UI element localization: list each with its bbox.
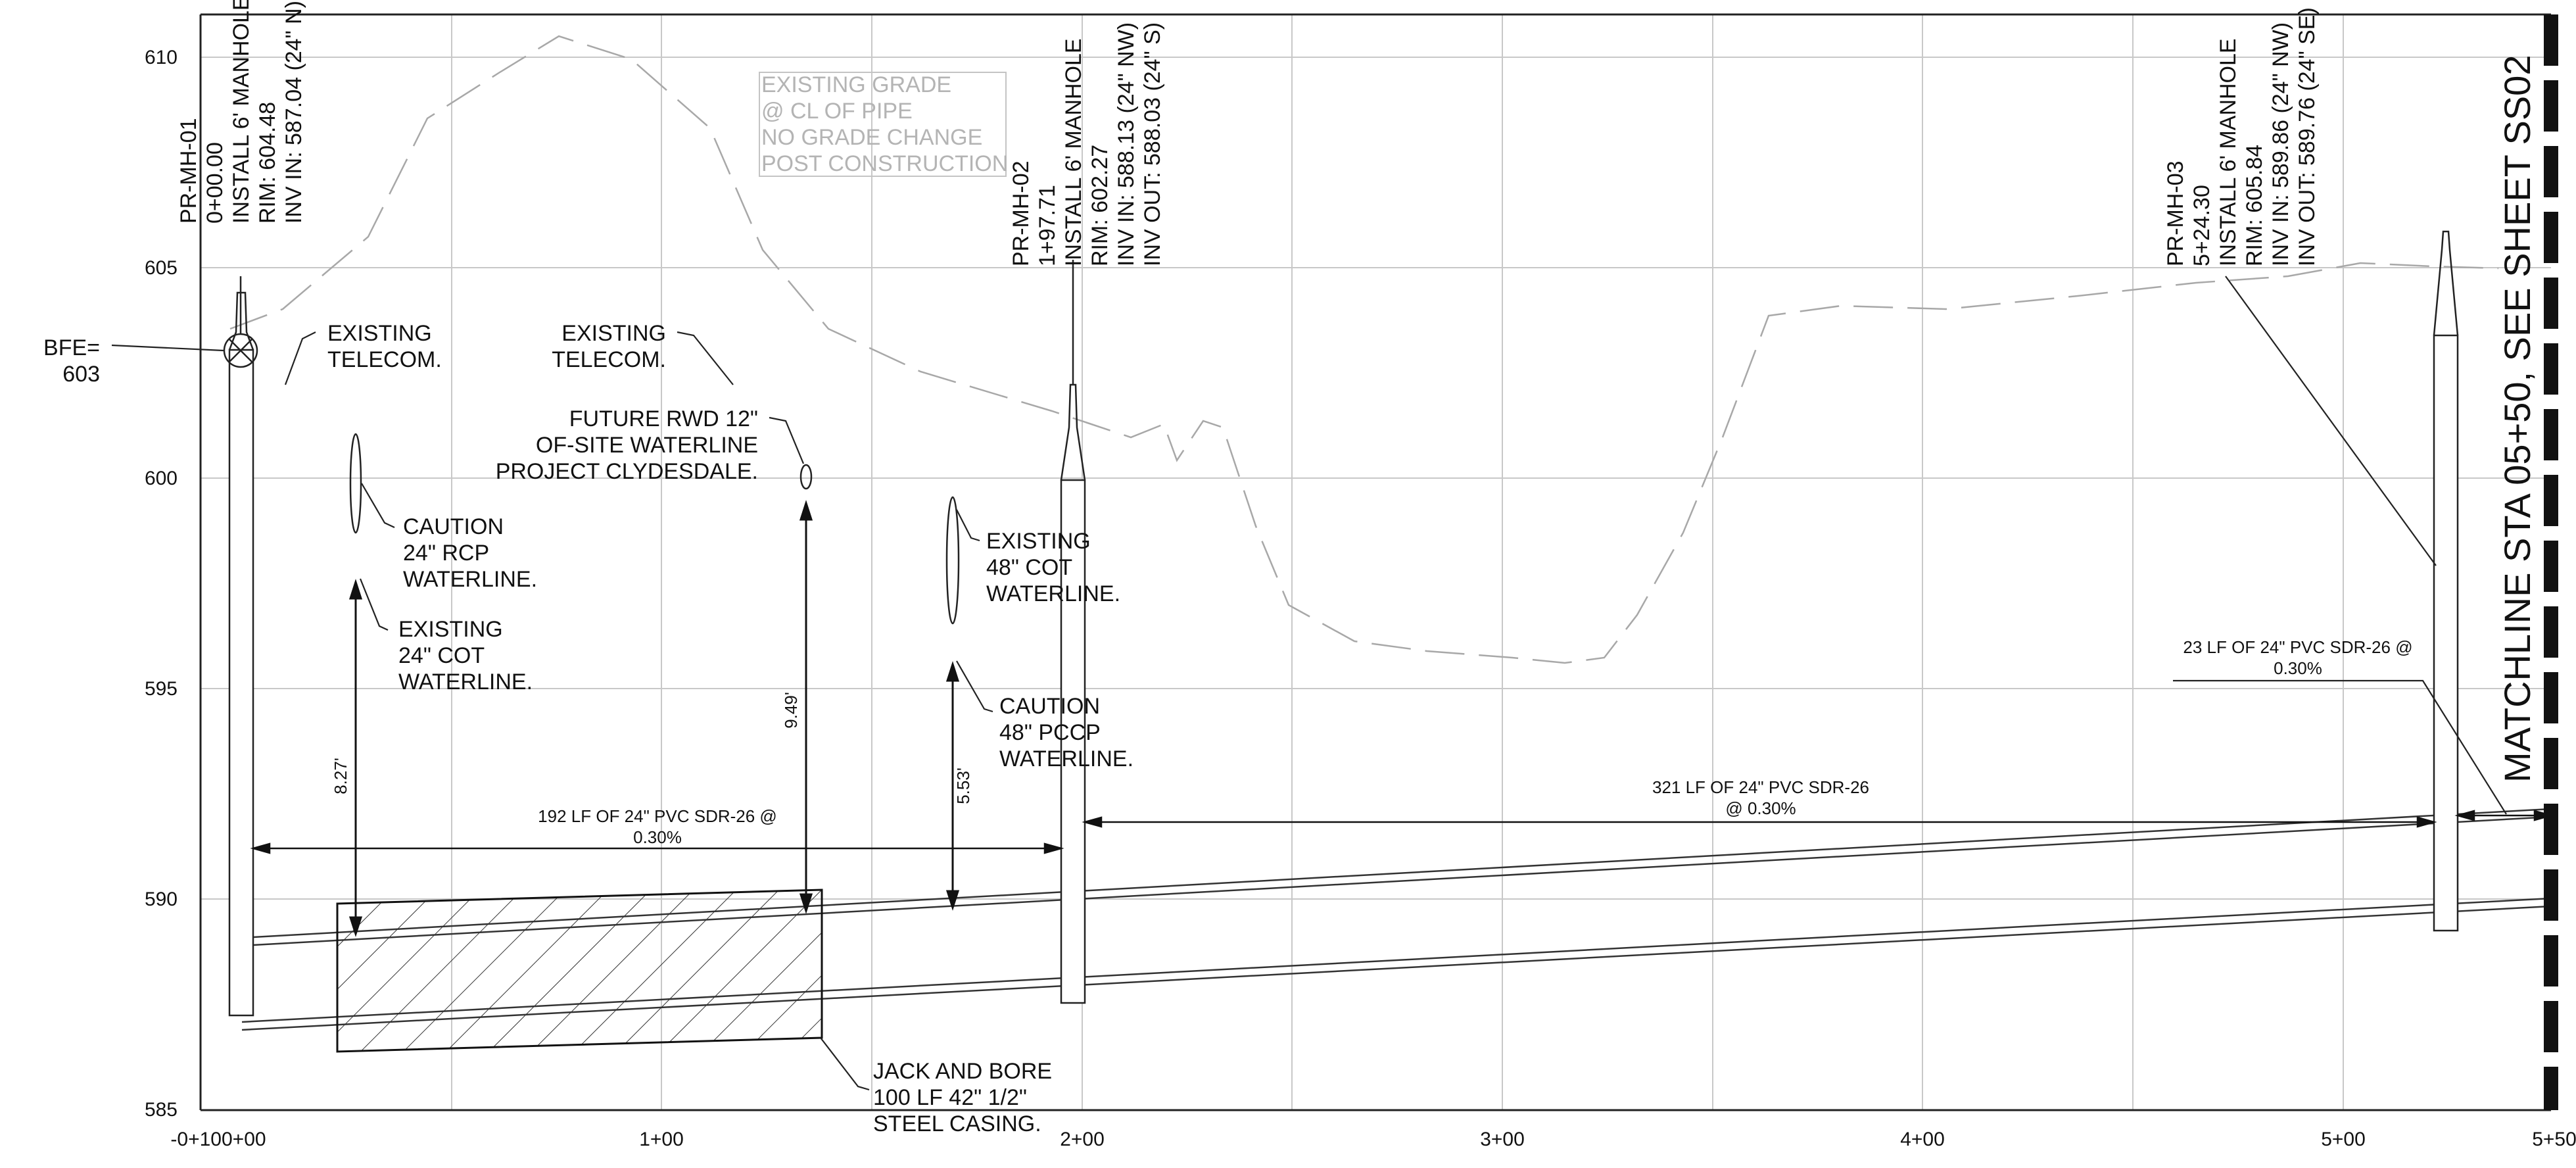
y-tick-label: 600 (145, 468, 178, 489)
caution-48-line: CAUTION (999, 694, 1100, 719)
mh1-label-line: RIM: 604.48 (255, 102, 280, 224)
future-rwd-note: FUTURE RWD 12" OF-SITE WATERLINE PROJECT… (496, 406, 758, 484)
pipe-run-3-note: 23 LF OF 24" PVC SDR-26 @ 0.30% (2183, 637, 2412, 678)
caution-24-line: WATERLINE. (403, 567, 537, 592)
x-tick-label: -0+100+00 (170, 1129, 266, 1150)
y-tick-label: 610 (145, 47, 178, 68)
y-axis: 610 605 600 595 590 585 (145, 47, 178, 1121)
mh2-label-line: PR-MH-02 (1009, 160, 1034, 266)
x-tick-label: 5+50 (2532, 1129, 2576, 1150)
profile-grid (201, 14, 2551, 1110)
telecom-line: EXISTING (327, 321, 432, 346)
grade-note-line: EXISTING GRADE (761, 72, 951, 97)
caution-48-line: 48" PCCP (999, 720, 1101, 745)
grade-note-line: @ CL OF PIPE (761, 99, 913, 124)
mh1-label-line: INSTALL 6' MANHOLE (229, 0, 254, 224)
existing-48-note: EXISTING 48" COT WATERLINE. (986, 529, 1120, 606)
existing-grade-line (229, 35, 2499, 664)
pipe-run-dimensions (250, 810, 2554, 854)
manhole-mh2 (1060, 260, 1086, 1004)
caution-24-note: CAUTION 24" RCP WATERLINE. (403, 514, 537, 592)
caution-48-note: CAUTION 48" PCCP WATERLINE. (999, 694, 1133, 771)
telecom-line: TELECOM. (327, 347, 442, 372)
pipe-run-1-note: 192 LF OF 24" PVC SDR-26 @ 0.30% (538, 806, 777, 847)
x-axis: -0+100+00 1+00 2+00 3+00 4+00 5+00 5+50 (170, 1129, 2576, 1150)
mh2-label-line: 1+97.71 (1035, 185, 1060, 266)
x-tick-label: 2+00 (1060, 1129, 1105, 1150)
existing-grade-note: EXISTING GRADE @ CL OF PIPE NO GRADE CHA… (759, 72, 1008, 177)
jack-bore-line: JACK AND BORE (873, 1059, 1052, 1084)
future-rwd-line: OF-SITE WATERLINE (536, 433, 758, 458)
future-rwd-line: FUTURE RWD 12" (569, 406, 758, 431)
pipe-run-3-line: 0.30% (2274, 658, 2322, 678)
jack-bore-line: STEEL CASING. (873, 1111, 1041, 1136)
mh2-label-line: INV IN: 588.13 (24" NW) (1114, 22, 1139, 266)
mh2-label-line: RIM: 602.27 (1087, 145, 1112, 266)
steel-casing (336, 888, 823, 1053)
existing-24-line: 24" COT (398, 643, 485, 668)
pipe-run-3-line: 23 LF OF 24" PVC SDR-26 @ (2183, 637, 2412, 657)
leader-lines (111, 276, 2507, 1091)
y-tick-label: 585 (145, 1099, 178, 1121)
utility-crossings (349, 433, 960, 625)
mh3-label-line: INV IN: 589.86 (24" NW) (2268, 22, 2293, 266)
mh3-label-line: RIM: 605.84 (2242, 145, 2267, 266)
dimension-label: 9.49' (781, 692, 801, 729)
mh3-label-line: PR-MH-03 (2163, 160, 2188, 266)
mh3-label-line: 5+24.30 (2189, 185, 2214, 266)
y-tick-label: 605 (145, 257, 178, 279)
x-tick-label: 1+00 (639, 1129, 684, 1150)
mh3-label-line: INSTALL 6' MANHOLE (2216, 38, 2241, 266)
jack-bore-line: 100 LF 42" 1/2" (873, 1085, 1027, 1110)
mh1-label-line: INV IN: 587.04 (24" N) (281, 1, 306, 224)
mh2-label-line: INV OUT: 588.03 (24" S) (1140, 22, 1165, 266)
manhole-label-mh3: PR-MH-03 5+24.30 INSTALL 6' MANHOLE RIM:… (2163, 7, 2320, 266)
y-tick-label: 595 (145, 678, 178, 700)
telecom-note-2: EXISTING TELECOM. (552, 321, 666, 372)
existing-48-line: EXISTING (986, 529, 1091, 554)
manhole-label-mh1: PR-MH-01 0+00.00 INSTALL 6' MANHOLE RIM:… (176, 0, 306, 224)
matchline-label: MATCHLINE STA 05+50, SEE SHEET SS02 (2496, 55, 2538, 783)
caution-48-line: WATERLINE. (999, 746, 1133, 771)
pipe-run-1-line: 192 LF OF 24" PVC SDR-26 @ (538, 806, 777, 826)
mh3-label-line: INV OUT: 589.76 (24" SE) (2295, 7, 2320, 266)
manhole-label-mh2: PR-MH-02 1+97.71 INSTALL 6' MANHOLE RIM:… (1009, 22, 1165, 266)
pipe-run-2-line: @ 0.30% (1725, 798, 1796, 818)
manhole-mh1 (223, 276, 258, 1017)
caution-24-line: 24" RCP (403, 541, 489, 566)
existing-24-line: WATERLINE. (398, 669, 533, 694)
telecom-note-1: EXISTING TELECOM. (327, 321, 442, 372)
clearance-dimensions (348, 500, 960, 937)
existing-48-line: WATERLINE. (986, 581, 1120, 606)
telecom-line: TELECOM. (552, 347, 666, 372)
y-tick-label: 590 (145, 888, 178, 910)
grade-note-line: NO GRADE CHANGE (761, 125, 982, 150)
mh1-label-line: 0+00.00 (203, 142, 227, 224)
x-tick-label: 3+00 (1480, 1129, 1525, 1150)
existing-24-note: EXISTING 24" COT WATERLINE. (398, 617, 533, 694)
pipe-run-2-line: 321 LF OF 24" PVC SDR-26 (1652, 777, 1869, 797)
x-tick-label: 4+00 (1900, 1129, 1945, 1150)
manhole-mh3 (2433, 230, 2459, 932)
telecom-line: EXISTING (561, 321, 666, 346)
profile-frame (199, 13, 2551, 1111)
grade-note-line: POST CONSTRUCTION (761, 151, 1008, 176)
bfe-line: 603 (62, 362, 100, 387)
dimension-label: 5.53' (953, 767, 973, 804)
caution-24-line: CAUTION (403, 514, 504, 539)
bfe-line: BFE= (43, 335, 100, 360)
existing-48-line: 48" COT (986, 555, 1072, 580)
x-tick-label: 5+00 (2321, 1129, 2366, 1150)
bfe-note: BFE= 603 (43, 335, 100, 387)
existing-24-line: EXISTING (398, 617, 503, 642)
mh2-label-line: INSTALL 6' MANHOLE (1061, 38, 1086, 266)
pipe-run-2-note: 321 LF OF 24" PVC SDR-26 @ 0.30% (1652, 777, 1869, 818)
future-rwd-line: PROJECT CLYDESDALE. (496, 459, 758, 484)
jack-bore-note: JACK AND BORE 100 LF 42" 1/2" STEEL CASI… (873, 1059, 1052, 1136)
dimension-label: 8.27' (331, 758, 350, 794)
mh1-label-line: PR-MH-01 (176, 118, 201, 224)
pipe-run-1-line: 0.30% (633, 827, 682, 847)
